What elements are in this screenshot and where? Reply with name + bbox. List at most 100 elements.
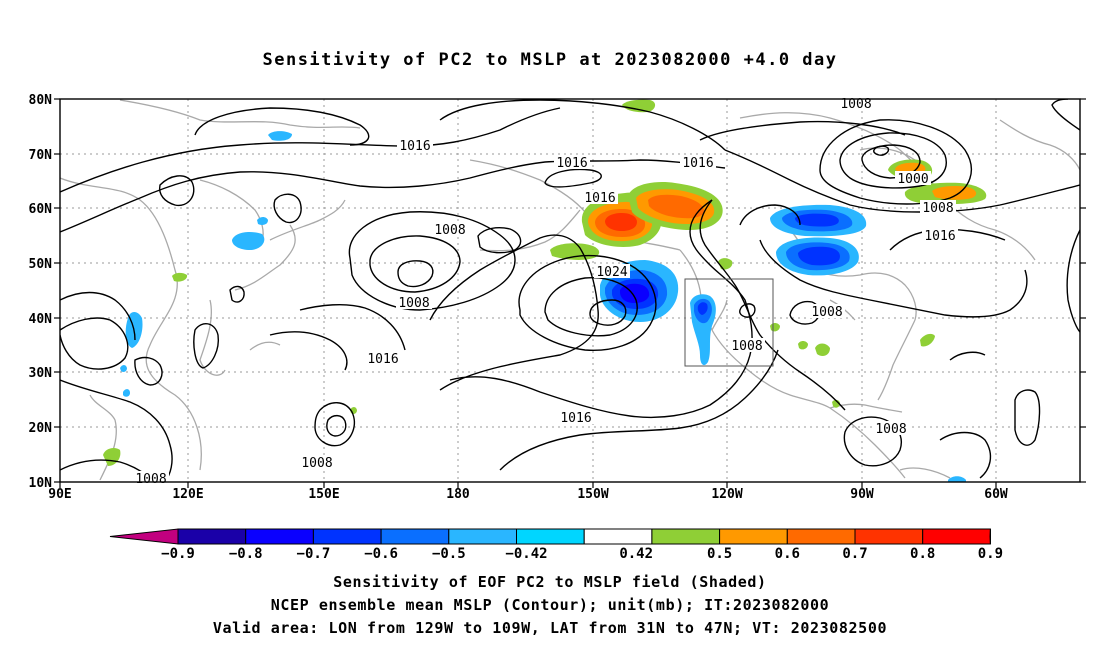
contour-label: 1008 xyxy=(875,422,906,437)
contour-label-bg xyxy=(554,155,590,169)
contour-label-bg xyxy=(922,228,958,242)
contour-label-bg xyxy=(873,421,909,435)
lat-label: 10N xyxy=(29,476,53,491)
negative-area xyxy=(795,213,839,227)
lat-label: 20N xyxy=(29,421,53,436)
contour-label: 1008 xyxy=(731,339,762,354)
colorbar-label: 0.8 xyxy=(910,546,935,560)
contour-label: 1016 xyxy=(584,191,615,206)
contour-label: 1016 xyxy=(556,156,587,171)
contour-label: 1016 xyxy=(560,411,591,426)
negative-area xyxy=(123,389,130,397)
colorbar-label: 0.9 xyxy=(978,546,1003,560)
lat-label: 40N xyxy=(29,312,53,327)
contour-label: 1016 xyxy=(367,352,398,367)
lat-label: 80N xyxy=(29,93,53,108)
lon-label: 60W xyxy=(984,487,1008,502)
negative-area xyxy=(257,217,268,225)
contour-label: 1008 xyxy=(301,456,332,471)
colorbar-label: −0.9 xyxy=(161,546,195,560)
gridlines xyxy=(60,99,1080,482)
colorbar-label: −0.6 xyxy=(364,546,398,560)
colorbar-swatch xyxy=(245,528,314,545)
contour-label: 1008 xyxy=(135,472,166,487)
colorbar-label: −0.7 xyxy=(297,546,331,560)
lon-label: 120E xyxy=(172,487,203,502)
colorbar-swatch xyxy=(583,528,653,545)
contour-label-bg xyxy=(397,138,433,152)
footer-line-3: Valid area: LON from 129W to 109W, LAT f… xyxy=(212,619,888,637)
contour-label-bg xyxy=(680,155,716,169)
lon-label: 150E xyxy=(308,487,339,502)
contour-label-bg xyxy=(396,295,432,309)
contour-label-bg xyxy=(729,338,765,352)
colorbar-swatch xyxy=(651,528,721,545)
contour-labels: 1008 1000 1008 1016 1016 1016 1016 1016 1008 1008… xyxy=(133,96,958,487)
colorbar-swatch xyxy=(786,528,856,545)
lon-label: 90E xyxy=(48,487,71,502)
colorbar-label: −0.42 xyxy=(505,546,547,560)
plot-frame xyxy=(59,98,1081,483)
longitude-axis: 90E 120E 150E 180 150W 120W 90W 60W xyxy=(48,482,1008,502)
contour-label-bg xyxy=(920,200,956,214)
positive-area xyxy=(932,186,977,200)
negative-area xyxy=(798,246,840,266)
contour-label: 1000 xyxy=(897,172,928,187)
negative-area xyxy=(120,365,127,372)
chart-title: Sensitivity of PC2 to MSLP at 2023082000… xyxy=(262,50,838,70)
mslp-contours xyxy=(60,99,1080,482)
colorbar-label: 0.5 xyxy=(707,546,732,560)
lat-label: 60N xyxy=(29,202,53,217)
colorbar-swatch xyxy=(177,528,247,545)
negative-area xyxy=(948,476,966,482)
positive-area xyxy=(622,99,656,113)
positive-area xyxy=(798,341,808,350)
negative-area xyxy=(232,232,265,250)
contour-label: 1016 xyxy=(682,156,713,171)
latitude-axis: 80N 70N 60N 50N 40N 30N 20N 10N xyxy=(29,93,1086,491)
colorbar-swatch xyxy=(312,528,382,545)
footer-line-2: NCEP ensemble mean MSLP (Contour); unit(… xyxy=(270,596,830,614)
contour-label-bg xyxy=(432,222,468,236)
contour-label-bg xyxy=(582,190,618,204)
contour-label-bg xyxy=(299,455,335,469)
contour-label: 1008 xyxy=(922,201,953,216)
contour-label-bg xyxy=(895,171,931,185)
lon-label: 150W xyxy=(577,487,608,502)
colorbar-label: 0.42 xyxy=(619,546,653,560)
contour-label: 1008 xyxy=(398,296,429,311)
colorbar-label: −0.8 xyxy=(229,546,263,560)
negative-area xyxy=(268,131,292,141)
colorbar-swatch xyxy=(448,528,517,545)
contour-label: 1016 xyxy=(399,139,430,154)
positive-area xyxy=(920,333,935,347)
footer-line-1: Sensitivity of EOF PC2 to MSLP field (Sh… xyxy=(333,573,767,591)
contour-label: 1008 xyxy=(811,305,842,320)
contour-label: 1024 xyxy=(596,265,627,280)
colorbar-label: −0.5 xyxy=(432,546,466,560)
lat-label: 70N xyxy=(29,148,53,163)
colorbar-label: 0.7 xyxy=(842,546,867,560)
colorbar-swatch xyxy=(922,528,991,545)
colorbar-label: 0.6 xyxy=(775,546,800,560)
map-plot: 1008 1000 1008 1016 1016 1016 1016 1016 1008 1008… xyxy=(29,93,1086,560)
colorbar-left-arrow xyxy=(109,528,179,545)
contour-label-bg xyxy=(809,304,845,318)
positive-area xyxy=(605,213,637,231)
lat-label: 50N xyxy=(29,257,53,272)
lon-label: 180 xyxy=(446,487,470,502)
lat-label: 30N xyxy=(29,366,53,381)
contour-label: 1008 xyxy=(434,223,465,238)
positive-area xyxy=(648,194,704,219)
contour-label: 1016 xyxy=(924,229,955,244)
positive-area xyxy=(815,343,830,356)
contour-label-bg xyxy=(594,264,630,278)
contour-label-bg xyxy=(558,410,594,424)
colorbar-swatch xyxy=(719,528,788,545)
lon-label: 90W xyxy=(850,487,874,502)
positive-area xyxy=(172,272,188,282)
valid-area-box xyxy=(684,278,774,367)
colorbar-swatch xyxy=(380,528,450,545)
lon-label: 120W xyxy=(711,487,742,502)
colorbar-swatch xyxy=(516,528,585,545)
